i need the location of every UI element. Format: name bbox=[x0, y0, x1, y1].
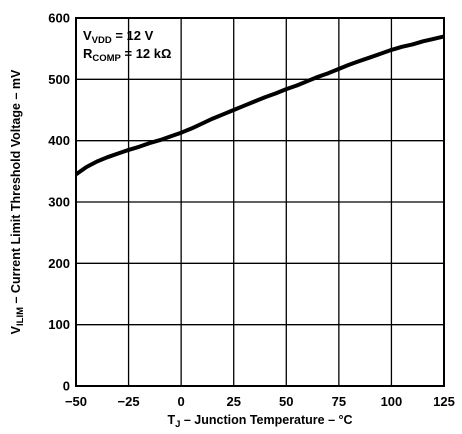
y-tick-label: 600 bbox=[48, 11, 70, 26]
annotation-vdd: VVDD = 12 V bbox=[83, 28, 154, 46]
annotation-rcomp: RCOMP = 12 kΩ bbox=[83, 46, 171, 64]
x-tick-label: 100 bbox=[381, 394, 403, 409]
y-tick-label: 200 bbox=[48, 256, 70, 271]
y-tick-label: 100 bbox=[48, 317, 70, 332]
x-tick-label: −50 bbox=[65, 394, 87, 409]
y-tick-label: 300 bbox=[48, 195, 70, 210]
y-tick-labels: 0 100 200 300 400 500 600 bbox=[48, 11, 70, 394]
y-tick-label: 0 bbox=[63, 379, 70, 394]
y-tick-label: 400 bbox=[48, 133, 70, 148]
x-axis-label: TJ – Junction Temperature – °C bbox=[167, 413, 352, 430]
x-tick-label: 125 bbox=[433, 394, 455, 409]
x-tick-label: 50 bbox=[279, 394, 293, 409]
x-tick-label: 75 bbox=[332, 394, 346, 409]
plot-frame bbox=[75, 17, 445, 387]
series-line bbox=[74, 34, 445, 177]
x-tick-label: 25 bbox=[226, 394, 240, 409]
x-tick-labels: −50 −25 0 25 50 75 100 125 bbox=[65, 394, 455, 409]
series-layer bbox=[74, 34, 445, 177]
x-tick-label: −25 bbox=[118, 394, 140, 409]
x-tick-label: 0 bbox=[178, 394, 185, 409]
y-tick-label: 500 bbox=[48, 72, 70, 87]
grid-lines bbox=[76, 18, 444, 386]
y-axis-label: VILIM – Current Limit Threshold Voltage … bbox=[9, 69, 26, 334]
